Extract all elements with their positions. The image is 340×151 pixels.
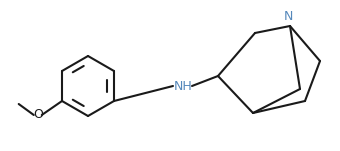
- Text: N: N: [283, 11, 293, 24]
- Text: NH: NH: [174, 79, 192, 93]
- Text: O: O: [33, 109, 43, 122]
